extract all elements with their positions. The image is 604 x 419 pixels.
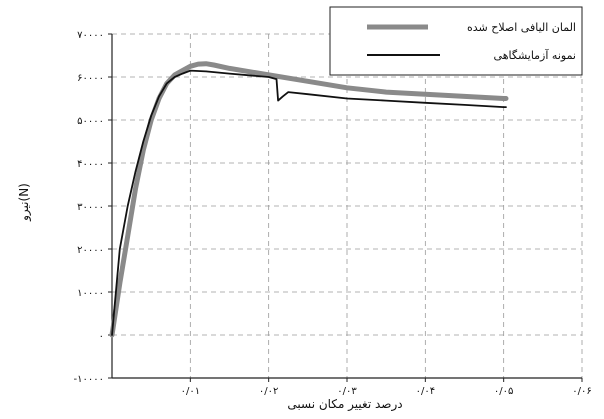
y-tick-label: -۱۰۰۰۰	[74, 374, 104, 385]
y-tick-label: ۷۰۰۰۰	[77, 30, 104, 41]
legend-label-modified-fiber: المان الیافی اصلاح شده	[467, 21, 576, 34]
x-tick-label: ۰/۰۳	[337, 386, 357, 397]
series-line-lab-specimen	[111, 69, 507, 336]
y-tick-label: ۵۰۰۰۰	[77, 116, 104, 127]
series-line-modified-fiber	[109, 61, 509, 338]
legend-label-lab-specimen: نمونه آزمایشگاهی	[494, 48, 576, 62]
x-tick-label: ۰/۰۴	[416, 386, 435, 397]
x-axis-title: درصد تغییر مکان نسبی	[287, 397, 402, 412]
y-tick-label: ۳۰۰۰۰	[77, 202, 104, 213]
y-tick-label: ۲۰۰۰۰	[77, 245, 104, 256]
legend-box	[329, 6, 583, 76]
y-tick-label: ۰	[99, 331, 104, 342]
x-tick-label: ۰/۰۱	[181, 386, 200, 397]
y-axis-title: نیرو(N)	[17, 183, 32, 222]
y-tick-label: ۴۰۰۰۰	[77, 159, 104, 170]
y-tick-label: ۶۰۰۰۰	[77, 73, 104, 84]
x-tick-label: ۰/۰۶	[572, 386, 591, 397]
legend: المان الیافی اصلاح شده نمونه آزمایشگاهی	[329, 6, 583, 76]
y-tick-label: ۱۰۰۰۰	[77, 288, 104, 299]
tick-labels: -۱۰۰۰۰ ۰ ۱۰۰۰۰ ۲۰۰۰۰ ۳۰۰۰۰ ۴۰۰۰۰ ۵۰۰۰۰ ۶۰۰۰۰ ۷۰۰…	[74, 30, 592, 397]
series-layer	[109, 61, 509, 338]
x-tick-label: ۰/۰۵	[494, 386, 513, 397]
x-tick-label: ۰/۰۲	[259, 386, 278, 397]
